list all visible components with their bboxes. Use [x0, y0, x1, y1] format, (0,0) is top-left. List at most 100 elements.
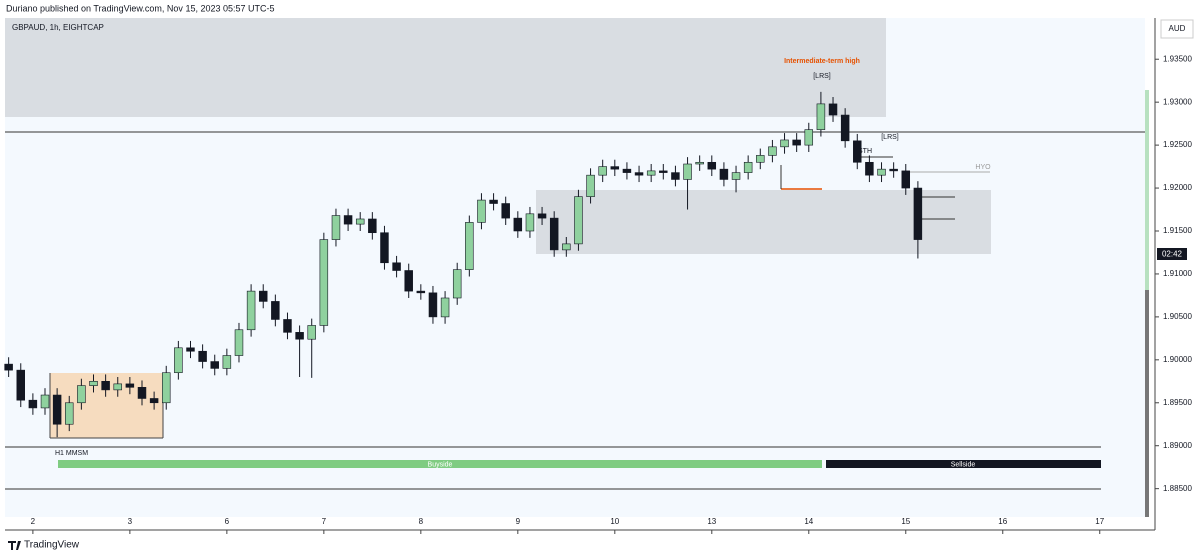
lrs-label: [LRS] [813, 73, 831, 80]
candle-body [525, 213, 535, 232]
y-tick-label: 1.88500 [1163, 484, 1192, 493]
candle-body [562, 243, 571, 251]
candle-body [28, 399, 38, 409]
scroll-bar [1145, 90, 1149, 290]
x-tick-label: 2 [31, 517, 36, 526]
candle-body [404, 270, 413, 292]
scroll-bar [1145, 290, 1149, 517]
candle-body [40, 394, 50, 409]
candle-body [258, 290, 268, 302]
x-tick-label: 9 [516, 517, 521, 526]
candle-body [634, 172, 644, 176]
sellside-label: Sellside [951, 461, 976, 468]
candle-body [549, 217, 559, 251]
y-tick-label: 1.93000 [1163, 97, 1192, 106]
x-tick-label: 7 [322, 517, 327, 526]
candle-body [440, 297, 450, 318]
candle-body [477, 199, 486, 223]
candle-body [574, 196, 583, 245]
candle-body [853, 140, 862, 163]
order-block [536, 190, 991, 254]
candle-body [113, 383, 122, 391]
candle-body [416, 290, 426, 294]
candle-body [355, 218, 365, 225]
candle-body [792, 139, 801, 146]
candle-body [295, 332, 304, 340]
candle-body [659, 170, 668, 173]
y-tick-label: 1.91000 [1163, 269, 1192, 278]
candle-body [452, 269, 462, 299]
candle-body [271, 301, 280, 320]
buyside-label: Buyside [428, 461, 453, 468]
mmsm-label: H1 MMSM [55, 450, 88, 457]
candle-body [343, 215, 353, 225]
candle-body [392, 262, 401, 271]
candle-body [246, 290, 256, 331]
candle-body [501, 203, 510, 219]
currency: AUD [1169, 24, 1186, 33]
candle-body [889, 168, 898, 172]
candle-body [877, 168, 886, 176]
price-axis [1155, 18, 1200, 530]
x-tick-label: 14 [804, 517, 813, 526]
lrs-label: [LRS] [881, 134, 899, 141]
candle-body [186, 347, 195, 352]
x-tick-label: 10 [610, 517, 619, 526]
price-tag-label: 02:42 [1162, 250, 1183, 259]
candle-body [683, 163, 692, 180]
candle-body [368, 218, 377, 234]
candle-body [283, 319, 292, 333]
candle-body [743, 161, 753, 173]
candle-body [537, 213, 547, 219]
candle-body [149, 398, 159, 404]
candle-body [513, 217, 523, 232]
candle-body [913, 187, 923, 240]
candle-body [780, 139, 789, 148]
currency-box [1160, 19, 1194, 39]
logo [8, 541, 21, 550]
x-tick-label: 6 [225, 517, 230, 526]
candle-body [331, 215, 341, 240]
candle-body [4, 363, 13, 371]
candle-body [756, 155, 765, 163]
sth-label: STH [858, 148, 872, 155]
candle-body [828, 103, 838, 116]
candle-body [465, 222, 474, 270]
candle-body [89, 380, 98, 386]
candle-body [428, 292, 438, 318]
candle-body [489, 199, 498, 204]
candle-body [586, 174, 595, 197]
candle-body [162, 372, 171, 404]
candle-body [804, 129, 814, 146]
candle-body [234, 329, 244, 356]
symbol-info: GBPAUD, 1h, EIGHTCAP [12, 23, 104, 32]
candle-body [210, 361, 219, 369]
premium-zone [5, 18, 886, 117]
candle-body [319, 239, 329, 326]
y-tick-label: 1.91500 [1163, 226, 1192, 235]
price-tag [1157, 248, 1187, 260]
candle-body [16, 369, 26, 401]
footer: TradingView [24, 540, 80, 551]
candle-body [865, 161, 874, 176]
candle-body [840, 114, 850, 142]
candle-body [646, 170, 656, 176]
x-tick-label: 16 [998, 517, 1007, 526]
candle-body [598, 166, 607, 176]
candle-body [610, 166, 620, 170]
sellside-bar [826, 460, 1101, 468]
x-tick-label: 13 [707, 517, 716, 526]
candle-body [222, 355, 232, 369]
candle-body [174, 347, 183, 374]
candle-body [719, 168, 729, 180]
y-tick-label: 1.92000 [1163, 183, 1192, 192]
candle-body [816, 103, 826, 130]
candle-body [380, 232, 389, 264]
candle-body [52, 394, 62, 425]
x-tick-label: 15 [901, 517, 910, 526]
candle-body [101, 380, 110, 391]
candle-body [901, 170, 911, 189]
candle-body [137, 387, 147, 399]
candle-body [307, 325, 316, 340]
